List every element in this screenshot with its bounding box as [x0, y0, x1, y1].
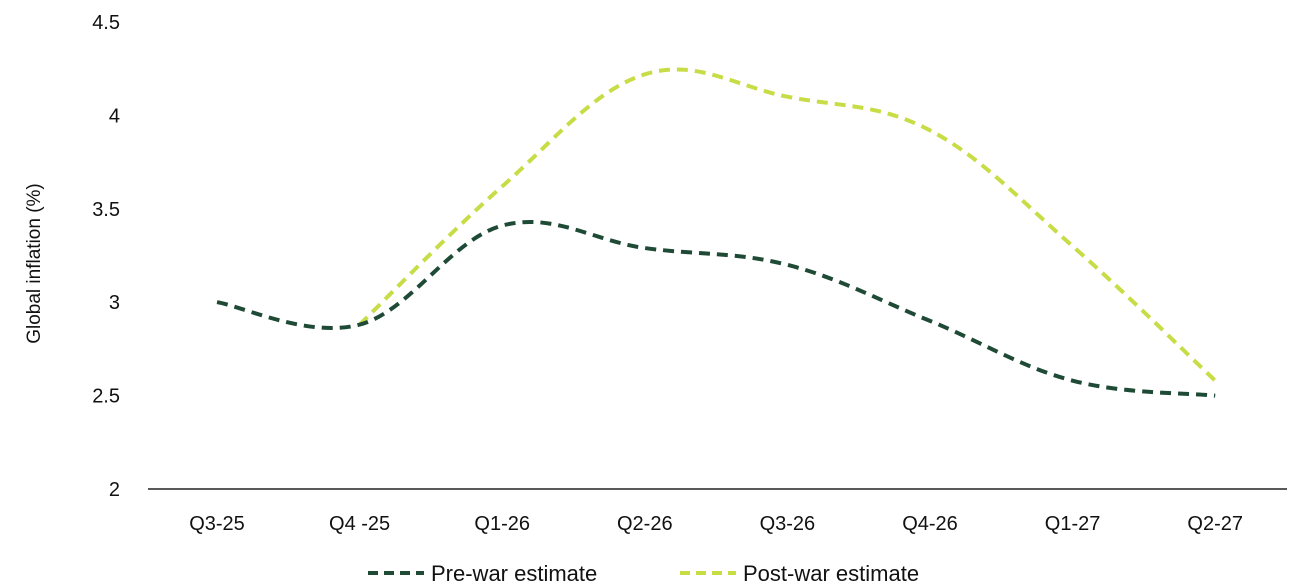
series-line	[216, 220, 1216, 398]
y-tick-label: 3.5	[92, 199, 120, 221]
series-line	[358, 67, 1217, 383]
series-pre-war	[216, 220, 1216, 398]
x-tick-label: Q2-26	[617, 513, 673, 535]
x-tick-label: Q3-25	[189, 513, 245, 535]
legend-item: Pre-war estimate	[368, 561, 597, 586]
x-tick-label: Q1-26	[474, 513, 530, 535]
y-tick-label: 4.5	[92, 12, 120, 34]
legend-label: Pre-war estimate	[431, 561, 597, 586]
x-tick-label: Q1-27	[1045, 513, 1101, 535]
x-tick-label: Q2-27	[1187, 513, 1243, 535]
x-tick-label: Q4-26	[902, 513, 958, 535]
y-axis-title: Global inflation (%)	[24, 183, 45, 344]
y-tick-label: 3	[109, 292, 120, 314]
y-tick-label: 2.5	[92, 386, 120, 408]
y-tick-label: 2	[109, 479, 120, 501]
legend-label: Post-war estimate	[743, 561, 919, 586]
y-tick-label: 4	[109, 105, 120, 127]
legend: Pre-war estimate Post-war estimate	[368, 561, 919, 586]
series-layer	[216, 67, 1217, 398]
x-tick-label: Q4 -25	[329, 513, 390, 535]
series-post-war	[358, 67, 1217, 383]
x-axis-ticks: Q3-25 Q4 -25 Q1-26 Q2-26 Q3-26 Q4-26 Q1-27 Q2-2…	[189, 513, 1243, 535]
y-axis-ticks: 2 2.5 3 3.5 4 4.5	[92, 12, 120, 501]
legend-item: Post-war estimate	[680, 561, 919, 586]
x-tick-label: Q3-26	[760, 513, 816, 535]
